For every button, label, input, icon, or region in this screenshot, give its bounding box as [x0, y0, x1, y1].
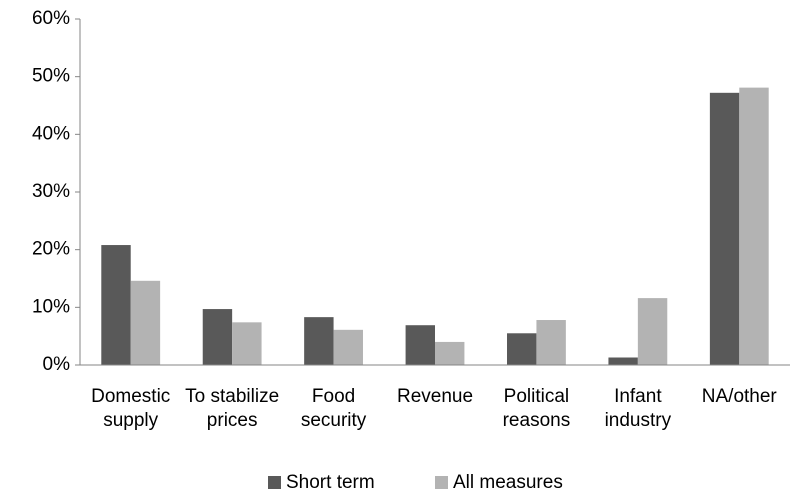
- x-tick-label: To stabilize prices: [185, 386, 280, 431]
- bar: [130, 280, 161, 365]
- legend-swatch: [268, 476, 281, 489]
- y-tick-label: 30%: [32, 181, 70, 202]
- y-tick-label: 60%: [32, 8, 70, 29]
- x-tick-label: Revenue: [396, 386, 474, 407]
- bar: [507, 333, 537, 365]
- x-tick-label: Political reasons: [502, 386, 571, 431]
- x-tick-label: Domestic supply: [91, 386, 171, 431]
- bar: [101, 245, 131, 365]
- y-tick-label: 10%: [32, 296, 70, 317]
- bar: [405, 325, 435, 365]
- x-tick-label: Food security: [300, 386, 367, 431]
- y-tick-label: 50%: [32, 66, 70, 87]
- bar: [435, 341, 465, 365]
- bar: [536, 320, 566, 365]
- bar: [202, 309, 233, 365]
- y-tick-label: 0%: [43, 354, 71, 375]
- bar: [637, 298, 668, 365]
- bar: [739, 87, 769, 365]
- legend-swatch: [435, 476, 448, 489]
- bar: [304, 317, 334, 365]
- x-tick-label: Infant industry: [604, 386, 672, 431]
- bar: [709, 92, 740, 366]
- legend-label: All measures: [453, 472, 563, 493]
- x-tick-label: NA/other: [701, 386, 777, 407]
- bar: [232, 322, 262, 365]
- bar: [333, 329, 363, 365]
- y-tick-label: 40%: [32, 123, 70, 144]
- y-tick-label: 20%: [32, 239, 70, 260]
- bar: [608, 357, 638, 365]
- legend-label: Short term: [286, 472, 375, 493]
